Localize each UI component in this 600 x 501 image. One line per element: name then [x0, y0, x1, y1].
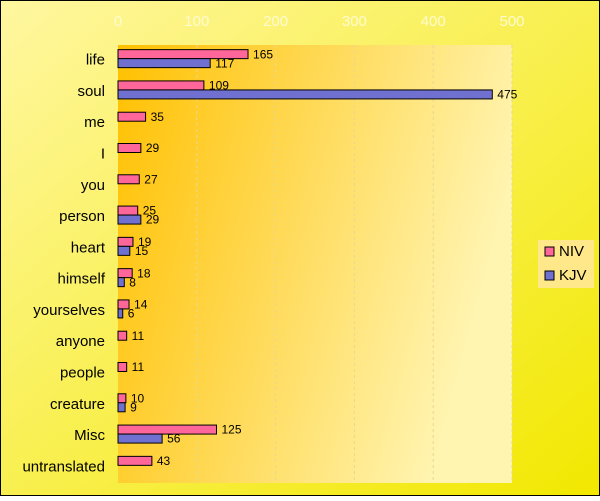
x-tick-label: 200: [263, 13, 288, 30]
x-tick-label: 500: [499, 13, 524, 30]
value-label: 27: [144, 172, 158, 186]
value-label: 14: [134, 298, 148, 312]
bar: [117, 424, 217, 435]
y-tick-label: I: [101, 145, 105, 162]
bar: [117, 362, 128, 372]
value-label: 18: [137, 266, 151, 280]
value-label: 25: [143, 204, 157, 218]
y-tick-label: yourselves: [33, 302, 105, 319]
legend-label: KJV: [559, 267, 587, 284]
value-label: 11: [132, 329, 145, 343]
x-tick-label: 300: [342, 13, 367, 30]
bar: [117, 111, 147, 122]
legend-label: NIV: [559, 243, 584, 260]
value-label: 19: [138, 235, 152, 249]
value-label: 6: [128, 307, 135, 321]
bar: [117, 58, 211, 69]
x-tick-label: 100: [184, 13, 209, 30]
value-label: 9: [130, 400, 137, 414]
value-label: 125: [222, 423, 242, 437]
bar: [117, 433, 163, 444]
value-label: 29: [146, 213, 160, 227]
bar: [117, 245, 131, 256]
value-label: 56: [167, 432, 181, 446]
plot-area: [118, 45, 512, 483]
y-tick-label: me: [84, 114, 105, 131]
legend-swatch: [544, 270, 555, 281]
bar: [117, 402, 126, 413]
x-tick-label: 400: [421, 13, 446, 30]
y-tick-label: anyone: [56, 333, 105, 350]
value-label: 475: [497, 88, 517, 102]
bar: [117, 174, 140, 185]
y-tick-label: untranslated: [22, 458, 105, 475]
bar: [117, 308, 124, 319]
value-label: 43: [157, 454, 171, 468]
value-label: 10: [131, 391, 145, 405]
value-label: 11: [132, 360, 145, 374]
bar: [117, 268, 133, 279]
bar: [117, 80, 205, 91]
y-tick-label: himself: [57, 271, 105, 288]
bar: [117, 205, 139, 216]
y-tick-label: Misc: [74, 427, 105, 444]
value-label: 109: [209, 79, 229, 93]
y-tick-label: people: [60, 364, 105, 381]
y-tick-label: soul: [77, 83, 105, 100]
bar: [117, 455, 153, 466]
value-label: 117: [215, 56, 234, 70]
value-label: 15: [135, 244, 149, 258]
value-label: 29: [146, 141, 160, 155]
y-tick-label: life: [86, 52, 105, 69]
y-tick-label: heart: [71, 239, 106, 256]
bar: [117, 214, 142, 225]
y-tick-label: you: [81, 177, 105, 194]
bar: [117, 277, 125, 288]
legend-swatch: [544, 246, 555, 257]
value-label: 35: [151, 110, 165, 124]
bar: [117, 236, 134, 247]
value-label: 165: [253, 47, 273, 61]
bar: [117, 89, 493, 100]
y-tick-label: creature: [50, 396, 105, 413]
bar: [117, 299, 130, 310]
y-tick-label: person: [59, 208, 105, 225]
bar: [117, 143, 142, 153]
bar: [117, 330, 128, 341]
value-label: 8: [129, 275, 136, 289]
x-tick-label: 0: [114, 13, 122, 30]
bar: [117, 393, 127, 404]
